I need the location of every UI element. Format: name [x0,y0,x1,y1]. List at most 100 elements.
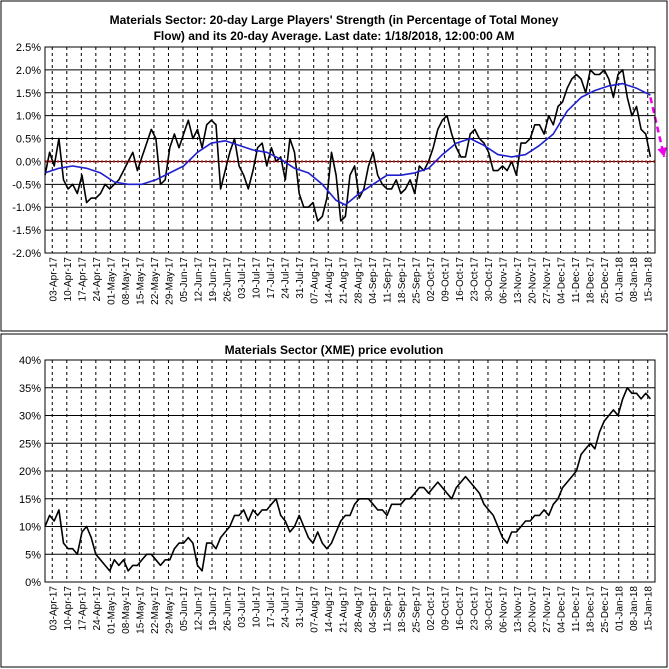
x-tick-label: 10-Apr-17 [63,257,74,302]
y-tick-label: -1.5% [12,225,41,237]
x-tick-label: 03-Jul-17 [237,586,248,628]
x-tick-label: 04-Sep-17 [368,257,379,304]
x-tick-label: 10-Apr-17 [63,586,74,631]
x-tick-label: 18-Dec-17 [586,257,597,304]
x-tick-label: 15-Jan-18 [644,586,655,631]
x-tick-label: 01-May-17 [106,257,117,305]
money-flow-chart-title-line-1: Materials Sector: 20-day Large Players' … [110,13,559,27]
x-tick-label: 10-Jul-17 [252,586,263,628]
price-evolution-chart-x-axis: 03-Apr-17 10-Apr-17 17-Apr-17 24-Apr-17 01-M… [48,586,654,634]
x-tick-label: 13-Nov-17 [513,586,524,633]
x-tick-label: 15-May-17 [135,586,146,634]
x-tick-label: 25-Dec-17 [600,586,611,633]
x-tick-label: 30-Oct-17 [484,586,495,631]
x-tick-label: 15-May-17 [135,257,146,305]
x-tick-label: 08-May-17 [121,257,132,305]
x-tick-label: 07-Aug-17 [310,586,321,633]
x-tick-label: 12-Jun-17 [194,257,205,302]
x-tick-label: 02-Oct-17 [426,257,437,302]
x-tick-label: 20-Nov-17 [528,257,539,304]
y-tick-label: 40% [19,355,41,367]
x-tick-label: 23-Oct-17 [469,586,480,631]
trend-arrow-head [657,146,668,157]
x-tick-label: 07-Aug-17 [310,257,321,304]
x-tick-label: 25-Dec-17 [600,257,611,304]
money-flow-chart-title-line-2: Flow) and its 20-day Average. Last date:… [154,29,515,43]
x-tick-label: 19-Jun-17 [208,586,219,631]
x-tick-label: 27-Nov-17 [542,586,553,633]
x-tick-label: 03-Apr-17 [48,257,59,302]
x-tick-label: 19-Jun-17 [208,257,219,302]
price-evolution-chart-plot-area [44,359,656,583]
x-tick-label: 11-Sep-17 [382,257,393,303]
x-tick-label: 03-Apr-17 [48,586,59,631]
x-tick-label: 11-Dec-17 [571,586,582,632]
series-line-0-average [44,82,651,206]
x-tick-label: 24-Jul-17 [281,257,292,299]
x-tick-label: 02-Oct-17 [426,586,437,631]
x-tick-label: 18-Sep-17 [397,257,408,304]
y-tick-label: 25% [19,438,41,450]
x-tick-label: 08-Jan-18 [629,257,640,302]
price-evolution-chart-title: Materials Sector (XME) price evolution [225,343,444,357]
x-tick-label: 17-Jul-17 [266,586,277,628]
x-tick-label: 23-Oct-17 [469,257,480,302]
trend-arrow-line [649,97,666,158]
x-tick-label: 11-Dec-17 [571,257,582,303]
x-tick-label: 28-Aug-17 [353,257,364,304]
y-tick-label: 0.5% [16,134,41,146]
x-tick-label: 08-Jan-18 [629,586,640,631]
x-tick-label: 31-Jul-17 [295,257,306,299]
x-tick-label: 26-Jun-17 [223,586,234,631]
money-flow-chart: Materials Sector: 20-day Large Players' … [0,0,668,332]
x-tick-label: 03-Jul-17 [237,257,248,299]
y-tick-label: -2.0% [12,248,41,260]
x-tick-label: 14-Aug-17 [324,257,335,304]
x-tick-label: 25-Sep-17 [411,586,422,633]
y-tick-label: -1.0% [12,202,41,214]
x-tick-label: 09-Oct-17 [440,257,451,302]
y-tick-label: 30% [19,411,41,423]
price-evolution-chart-series [44,386,652,572]
y-tick-label: 20% [19,466,41,478]
x-tick-label: 18-Sep-17 [397,586,408,633]
x-tick-label: 24-Apr-17 [92,586,103,631]
x-tick-label: 05-Jun-17 [179,257,190,302]
x-tick-label: 21-Aug-17 [339,586,350,633]
y-tick-label: 0% [25,577,41,589]
x-tick-label: 29-May-17 [164,586,175,634]
x-tick-label: 17-Apr-17 [77,586,88,631]
x-tick-label: 06-Nov-17 [499,586,510,633]
x-tick-label: 10-Jul-17 [252,257,263,299]
x-tick-label: 04-Sep-17 [368,586,379,633]
x-tick-label: 01-May-17 [106,586,117,634]
x-tick-label: 13-Nov-17 [513,257,524,304]
money-flow-chart-x-axis: 03-Apr-17 10-Apr-17 17-Apr-17 24-Apr-17 01-M… [48,257,654,305]
x-tick-label: 08-May-17 [121,586,132,634]
x-tick-label: 31-Jul-17 [295,586,306,628]
x-tick-label: 06-Nov-17 [499,257,510,304]
x-tick-label: 15-Jan-18 [644,257,655,302]
x-tick-label: 09-Oct-17 [440,586,451,631]
x-tick-label: 05-Jun-17 [179,586,190,631]
x-tick-label: 14-Aug-17 [324,586,335,633]
x-tick-label: 30-Oct-17 [484,257,495,302]
y-tick-label: 1.0% [16,111,41,123]
y-tick-label: 35% [19,383,41,395]
y-tick-label: 0.0% [16,156,41,168]
x-tick-label: 16-Oct-17 [455,586,466,631]
y-tick-label: 2.5% [16,42,41,54]
x-tick-label: 27-Nov-17 [542,257,553,304]
series-line-1-primary [44,386,652,572]
money-flow-chart-series [44,69,668,222]
price-evolution-chart-y-axis: 40% 35% 30% 25% 20% 15% 10% 5% 0% [19,355,41,589]
money-flow-chart-plot-area [44,46,656,254]
x-tick-label: 25-Sep-17 [411,257,422,304]
x-tick-label: 17-Apr-17 [77,257,88,302]
x-tick-label: 18-Dec-17 [586,586,597,633]
price-evolution-chart-grid [45,359,655,583]
x-tick-label: 20-Nov-17 [528,586,539,633]
x-tick-label: 04-Dec-17 [557,586,568,633]
x-tick-label: 22-May-17 [150,257,161,305]
